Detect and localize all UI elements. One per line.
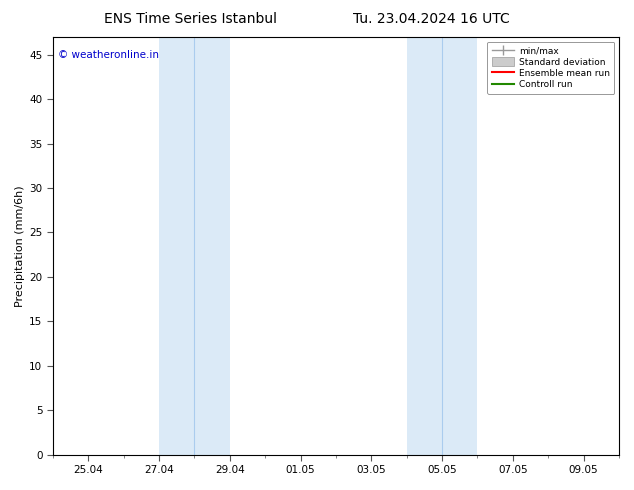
Y-axis label: Precipitation (mm/6h): Precipitation (mm/6h) <box>15 185 25 307</box>
Text: Tu. 23.04.2024 16 UTC: Tu. 23.04.2024 16 UTC <box>353 12 510 26</box>
Text: © weatheronline.in: © weatheronline.in <box>58 49 160 60</box>
Legend: min/max, Standard deviation, Ensemble mean run, Controll run: min/max, Standard deviation, Ensemble me… <box>488 42 614 94</box>
Text: ENS Time Series Istanbul: ENS Time Series Istanbul <box>104 12 276 26</box>
Bar <box>406 37 477 455</box>
Bar <box>159 37 230 455</box>
